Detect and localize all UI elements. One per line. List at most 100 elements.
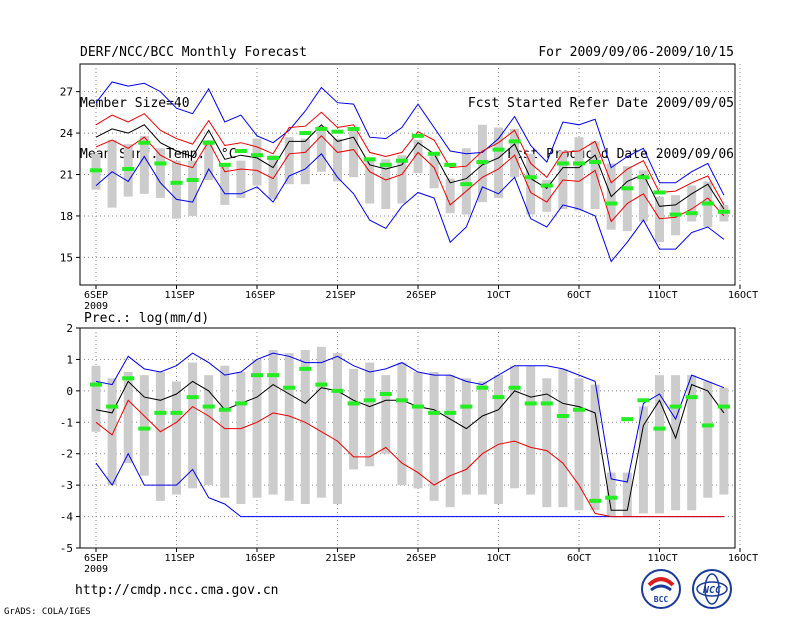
upper-line <box>95 111 725 206</box>
chart-title: DERF/NCC/BCC Monthly Forecast <box>80 45 307 60</box>
observed-marker <box>122 166 135 171</box>
spread-box <box>510 365 520 489</box>
observed-marker <box>363 157 376 162</box>
observed-marker <box>428 410 441 415</box>
spread-box <box>494 127 503 198</box>
spread-box <box>638 406 648 514</box>
x-tick-label: 26SEP <box>406 290 436 301</box>
x-tick-label: 26SEP <box>406 553 436 564</box>
spread-box <box>139 135 149 194</box>
observed-marker <box>251 153 263 158</box>
observed-marker <box>299 366 312 371</box>
x-tick-label: 6OCT <box>567 290 591 301</box>
spread-box <box>365 159 375 204</box>
x-tick-label: 16SEP <box>245 553 275 564</box>
observed-marker <box>90 382 102 387</box>
observed-marker <box>605 495 618 500</box>
spread-box <box>477 381 487 495</box>
spread-box <box>188 362 198 489</box>
observed-marker <box>267 155 280 160</box>
spread-box <box>333 138 342 182</box>
x-tick-label: 16SEP <box>245 290 275 301</box>
x-tick-label: 16OCT <box>728 290 758 301</box>
observed-marker <box>170 410 183 415</box>
y-tick-label: 15 <box>60 251 73 264</box>
mean-line <box>95 124 725 210</box>
x-year-label: 2009 <box>84 301 108 312</box>
observed-marker <box>347 401 360 406</box>
spread-box <box>558 368 568 508</box>
chart-panel-2: 6SEP 11SEP 16SEP 21SEP 26SEP 1OCT 6OCT 11OCT 16O… <box>60 311 758 575</box>
chart-panel-1: 6SEP 11SEP 16SEP 21SEP 26SEP 1OCT 6OCT 11OCT 16O… <box>60 63 758 312</box>
spread-box <box>542 180 552 212</box>
observed-marker <box>347 126 360 131</box>
spread-box <box>220 163 230 205</box>
observed-marker <box>524 401 537 406</box>
observed-marker <box>154 410 167 415</box>
spread-box <box>220 365 230 498</box>
observed-marker <box>234 149 247 154</box>
spread-box <box>155 372 165 501</box>
spread-box <box>429 372 439 501</box>
y-tick-label: -2 <box>60 448 73 461</box>
spread-box <box>638 170 648 222</box>
spread-box <box>655 196 664 243</box>
x-tick-label: 11SEP <box>165 290 195 301</box>
x-tick-label: 21SEP <box>326 290 356 301</box>
observed-marker <box>122 376 135 381</box>
observed-marker <box>460 404 473 409</box>
spread-box <box>687 185 697 222</box>
observed-marker <box>669 212 682 217</box>
y-tick-label: 21 <box>60 169 73 182</box>
spread-box <box>300 350 310 504</box>
spread-box <box>381 159 391 210</box>
x-tick-label: 6SEP <box>84 290 108 301</box>
y-tick-label: 18 <box>60 210 73 223</box>
plot-frame <box>79 327 736 549</box>
observed-marker <box>170 180 183 185</box>
spread-box <box>687 375 697 511</box>
observed-marker <box>621 417 634 422</box>
bcc-logo-text: BCC <box>654 595 669 604</box>
x-tick-label: 11OCT <box>648 290 678 301</box>
observed-marker <box>106 404 119 409</box>
spread-box <box>397 362 407 486</box>
observed-marker <box>428 151 441 156</box>
spread-box <box>268 155 278 200</box>
min-line <box>95 153 725 263</box>
observed-marker <box>315 126 328 131</box>
observed-marker <box>476 160 489 165</box>
observed-marker <box>283 385 296 390</box>
lower-line <box>95 399 724 518</box>
observed-marker <box>395 158 408 163</box>
spread-box <box>429 152 439 189</box>
spread-box <box>606 472 616 517</box>
spread-box <box>461 148 471 215</box>
observed-marker <box>395 398 408 403</box>
x-tick-label: 11SEP <box>165 553 195 564</box>
observed-marker <box>492 147 505 152</box>
observed-marker <box>637 175 650 180</box>
observed-marker <box>701 201 714 206</box>
spread-box <box>284 137 294 185</box>
spread-box <box>365 362 375 467</box>
mean-line <box>95 380 725 511</box>
observed-marker <box>717 209 730 214</box>
observed-marker <box>186 395 199 400</box>
observed-marker <box>234 401 247 406</box>
spread-box <box>445 375 455 508</box>
spread-box <box>252 138 262 186</box>
spread-box <box>381 375 391 454</box>
observed-marker <box>653 190 666 195</box>
spread-box <box>574 137 584 211</box>
observed-marker <box>476 385 489 390</box>
source-url[interactable]: http://cmdp.ncc.cma.gov.cn <box>75 583 279 598</box>
observed-marker <box>492 395 505 400</box>
forecast-period: For 2009/09/06-2009/10/15 <box>538 45 734 60</box>
observed-marker <box>218 407 231 412</box>
observed-marker <box>508 139 521 144</box>
spread-box <box>155 148 165 198</box>
observed-marker <box>299 131 312 136</box>
observed-marker <box>540 183 553 188</box>
